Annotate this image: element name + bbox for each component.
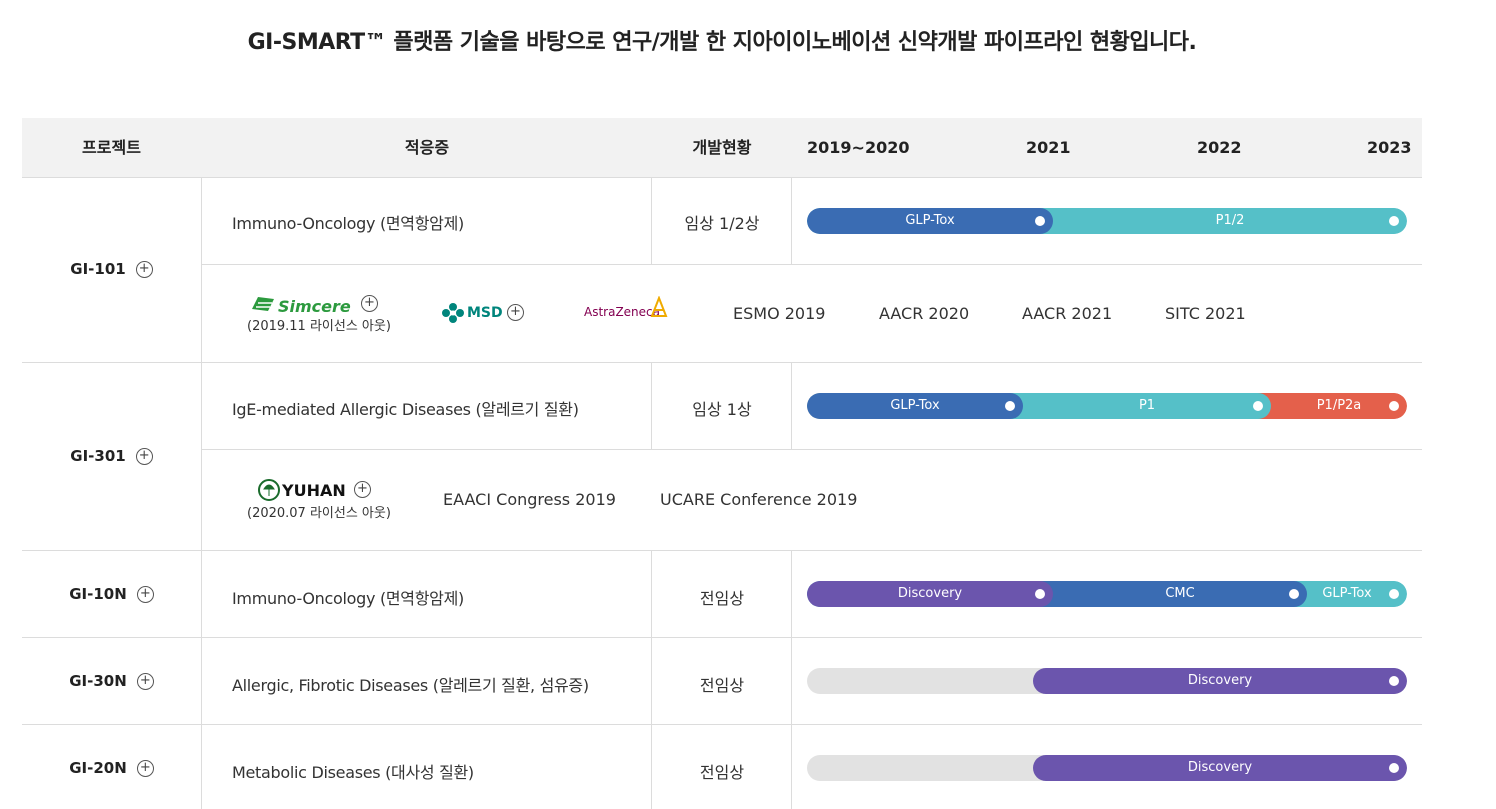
bar-label: Discovery — [1187, 673, 1253, 688]
milestone-dot — [1389, 589, 1399, 599]
msd-logo-icon — [442, 303, 464, 323]
bar-segment-discovery — [807, 581, 1053, 607]
status-text: 임상 1상 — [692, 400, 752, 419]
bar-label: GLP-Tox — [890, 398, 940, 413]
header-project: 프로젝트 — [82, 138, 141, 157]
divider — [791, 178, 792, 264]
bar-segment-glp-tox — [807, 393, 1023, 419]
project-gi-101: GI-101 + — [22, 260, 201, 278]
divider — [202, 449, 1422, 450]
timeline-bar: GLP-Tox P1 P1/P2a — [807, 393, 1407, 419]
page-title: GI-SMART™ 플랫폼 기술을 바탕으로 연구/개발 한 지아이이노베이션 … — [247, 30, 1197, 55]
project-gi-10n: GI-10N + — [22, 585, 201, 603]
partner-logo-text: YUHAN — [282, 481, 346, 500]
bar-label: GLP-Tox — [905, 213, 955, 228]
event-label: UCARE Conference 2019 — [660, 490, 858, 509]
divider — [651, 550, 652, 809]
divider — [201, 178, 202, 809]
bar-label: P1 — [1138, 398, 1156, 413]
milestone-dot — [1035, 589, 1045, 599]
indication-text: Immuno-Oncology (면역항암제) — [232, 589, 464, 608]
pipeline-table: 프로젝트 적응증 개발현황 2019~2020 2021 2022 2023 G… — [22, 118, 1422, 809]
bar-label: GLP-Tox — [1322, 586, 1372, 601]
astrazeneca-logo-icon — [650, 296, 668, 317]
bar-label: Discovery — [897, 586, 963, 601]
indication-text: Immuno-Oncology (면역항암제) — [232, 214, 464, 233]
timeline-bar: Discovery — [807, 668, 1407, 694]
divider — [791, 550, 792, 809]
milestone-dot — [1005, 401, 1015, 411]
divider — [202, 264, 1422, 265]
project-name: GI-10N — [69, 585, 127, 603]
table-header: 프로젝트 적응증 개발현황 2019~2020 2021 2022 2023 — [22, 118, 1422, 178]
yuhan-logo-icon — [258, 479, 280, 501]
divider — [791, 363, 792, 449]
bar-segment-discovery — [1033, 668, 1407, 694]
plus-circle-icon[interactable]: + — [135, 261, 153, 278]
event-label: AACR 2021 — [1022, 304, 1113, 323]
partner-logo-text: AstraZeneca — [584, 305, 660, 319]
bar-segment-glp-tox — [807, 208, 1053, 234]
project-name: GI-20N — [69, 759, 127, 777]
milestone-dot — [1389, 676, 1399, 686]
license-note: (2020.07 라이선스 아웃) — [247, 506, 391, 521]
milestone-dot — [1289, 589, 1299, 599]
timeline-bar: GLP-Tox P1/2 — [807, 208, 1407, 234]
project-name: GI-30N — [69, 672, 127, 690]
header-year-1: 2019~2020 — [807, 138, 910, 157]
project-name: GI-101 — [70, 260, 126, 278]
divider — [651, 363, 652, 449]
milestone-dot — [1035, 216, 1045, 226]
plus-circle-icon[interactable]: + — [354, 481, 371, 498]
bar-label: P1/2 — [1215, 213, 1245, 228]
divider — [22, 550, 1422, 551]
bar-label: Discovery — [1187, 760, 1253, 775]
plus-circle-icon[interactable]: + — [135, 448, 153, 465]
simcere-logo-icon — [252, 297, 274, 311]
milestone-dot — [1389, 401, 1399, 411]
event-label: SITC 2021 — [1165, 304, 1246, 323]
bar-segment-discovery — [1033, 755, 1407, 781]
header-indication: 적응증 — [404, 138, 450, 157]
plus-circle-icon[interactable]: + — [361, 295, 378, 312]
bar-label: CMC — [1165, 586, 1195, 601]
timeline-bar: Discovery CMC GLP-Tox — [807, 581, 1407, 607]
status-text: 전임상 — [699, 676, 745, 695]
plus-circle-icon[interactable]: + — [507, 304, 524, 321]
indication-text: Metabolic Diseases (대사성 질환) — [232, 763, 474, 782]
header-year-3: 2022 — [1197, 138, 1242, 157]
plus-circle-icon[interactable]: + — [136, 673, 154, 690]
indication-text: Allergic, Fibrotic Diseases (알레르기 질환, 섬유… — [232, 676, 589, 695]
milestone-dot — [1389, 763, 1399, 773]
status-text: 전임상 — [699, 763, 745, 782]
partner-logo-text: MSD — [467, 305, 503, 321]
status-text: 전임상 — [699, 589, 745, 608]
event-label: ESMO 2019 — [733, 304, 826, 323]
project-name: GI-301 — [70, 447, 126, 465]
indication-text: IgE-mediated Allergic Diseases (알레르기 질환) — [232, 400, 579, 419]
license-note: (2019.11 라이선스 아웃) — [247, 319, 391, 334]
project-gi-301: GI-301 + — [22, 447, 201, 465]
status-text: 임상 1/2상 — [684, 214, 760, 233]
event-label: AACR 2020 — [879, 304, 970, 323]
timeline-bar: Discovery — [807, 755, 1407, 781]
header-year-2: 2021 — [1026, 138, 1071, 157]
bar-label: P1/P2a — [1316, 398, 1362, 413]
plus-circle-icon[interactable]: + — [136, 760, 154, 777]
partner-logo-text: Simcere — [278, 297, 351, 316]
divider — [22, 724, 1422, 725]
event-label: EAACI Congress 2019 — [443, 490, 616, 509]
milestone-dot — [1253, 401, 1263, 411]
header-year-4: 2023 — [1367, 138, 1412, 157]
project-gi-20n: GI-20N + — [22, 759, 201, 777]
divider — [651, 178, 652, 264]
divider — [22, 362, 1422, 363]
header-status: 개발현황 — [692, 138, 752, 157]
divider — [22, 637, 1422, 638]
milestone-dot — [1389, 216, 1399, 226]
plus-circle-icon[interactable]: + — [136, 586, 154, 603]
project-gi-30n: GI-30N + — [22, 672, 201, 690]
